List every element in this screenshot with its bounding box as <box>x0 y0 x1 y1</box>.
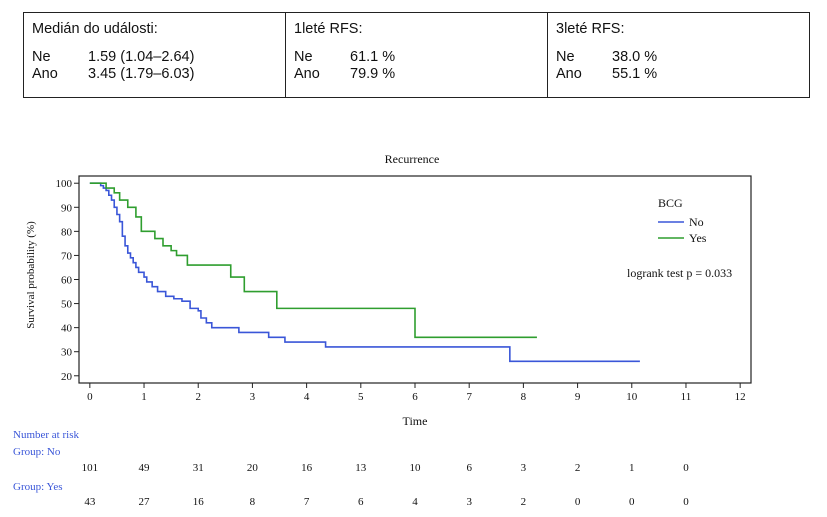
risk-count-yes-1: 27 <box>139 496 151 508</box>
x-tick-label-6: 6 <box>412 391 418 403</box>
rfs-3yr-row-ano-label: Ano <box>556 66 582 82</box>
km-curve-no <box>89 182 640 363</box>
risk-count-yes-7: 3 <box>466 496 472 508</box>
risk-count-yes-3: 8 <box>250 496 256 508</box>
median-title: Medián do události: <box>32 21 158 37</box>
y-axis-label: Survival probability (%) <box>25 221 37 329</box>
risk-count-yes-4: 7 <box>304 496 310 508</box>
risk-count-no-8: 3 <box>521 462 527 474</box>
x-tick-label-9: 9 <box>575 391 581 403</box>
rfs-1yr-row-ne-value: 61.1 % <box>350 49 396 65</box>
y-tick-label-30: 30 <box>61 347 73 359</box>
risk-count-no-0: 101 <box>82 462 99 474</box>
risk-count-no-7: 6 <box>466 462 472 474</box>
x-tick-label-11: 11 <box>681 391 692 403</box>
rfs-3yr-row-ano-value: 55.1 % <box>612 66 658 82</box>
chart-curves <box>89 182 640 363</box>
rfs-1yr-row-ano: Ano 79.9 % <box>294 66 539 83</box>
rfs-3yr-cell: 3leté RFS: Ne 38.0 % Ano 55.1 % <box>548 13 809 97</box>
rfs-1yr-row-ano-value: 79.9 % <box>350 66 396 82</box>
risk-group-yes-label: Group: Yes <box>13 481 63 493</box>
y-tick-label-90: 90 <box>61 202 73 214</box>
median-row-ne-value: 1.59 (1.04–2.64) <box>88 49 195 65</box>
y-tick-label-60: 60 <box>61 275 73 287</box>
median-row-ano-value: 3.45 (1.79–6.03) <box>88 66 195 82</box>
y-tick-label-20: 20 <box>61 371 73 383</box>
rfs-1yr-row-ne-label: Ne <box>294 49 313 65</box>
legend-label-yes: Yes <box>689 231 707 245</box>
legend-title: BCG <box>658 196 683 210</box>
median-row-ano-label: Ano <box>32 66 58 82</box>
risk-count-no-6: 10 <box>410 462 422 474</box>
x-tick-label-12: 12 <box>735 391 746 403</box>
x-tick-label-7: 7 <box>466 391 472 403</box>
rfs-3yr-title: 3leté RFS: <box>556 21 625 37</box>
rfs-1yr-title: 1leté RFS: <box>294 21 363 37</box>
risk-count-yes-5: 6 <box>358 496 364 508</box>
median-row-ano: Ano 3.45 (1.79–6.03) <box>32 66 277 83</box>
risk-count-yes-8: 2 <box>521 496 527 508</box>
x-tick-label-1: 1 <box>141 391 147 403</box>
risk-count-no-2: 31 <box>193 462 204 474</box>
risk-count-no-3: 20 <box>247 462 259 474</box>
logrank-annotation: logrank test p = 0.033 <box>627 266 732 280</box>
y-tick-label-80: 80 <box>61 226 73 238</box>
rfs-1yr-row-ne: Ne 61.1 % <box>294 49 539 66</box>
x-axis-label: Time <box>403 414 428 428</box>
median-row-ne-label: Ne <box>32 49 51 65</box>
risk-count-no-1: 49 <box>139 462 151 474</box>
x-tick-label-3: 3 <box>250 391 256 403</box>
risk-group-no-label: Group: No <box>13 446 61 458</box>
summary-stats-table: Medián do události: Ne 1.59 (1.04–2.64) A… <box>23 12 810 98</box>
risk-count-yes-6: 4 <box>412 496 418 508</box>
risk-count-yes-10: 0 <box>629 496 635 508</box>
x-tick-label-8: 8 <box>521 391 527 403</box>
rfs-1yr-row-ano-label: Ano <box>294 66 320 82</box>
legend-label-no: No <box>689 215 704 229</box>
rfs-3yr-row-ne-value: 38.0 % <box>612 49 658 65</box>
median-cell: Medián do události: Ne 1.59 (1.04–2.64) A… <box>24 13 286 97</box>
risk-count-yes-2: 16 <box>193 496 205 508</box>
rfs-1yr-cell: 1leté RFS: Ne 61.1 % Ano 79.9 % <box>286 13 548 97</box>
y-tick-label-70: 70 <box>61 250 73 262</box>
rfs-3yr-row-ne-label: Ne <box>556 49 575 65</box>
risk-count-yes-0: 43 <box>84 496 96 508</box>
risk-table-header: Number at risk <box>13 429 79 441</box>
risk-table: Number at risk Group: No Group: Yes 101 4… <box>13 429 689 508</box>
rfs-3yr-row-ne: Ne 38.0 % <box>556 49 801 66</box>
rfs-3yr-row-ano: Ano 55.1 % <box>556 66 801 83</box>
risk-count-no-10: 1 <box>629 462 635 474</box>
x-tick-label-10: 10 <box>626 391 638 403</box>
x-tick-label-0: 0 <box>87 391 93 403</box>
risk-count-no-9: 2 <box>575 462 581 474</box>
x-tick-label-4: 4 <box>304 391 310 403</box>
risk-count-no-4: 16 <box>301 462 313 474</box>
risk-count-no-5: 13 <box>355 462 367 474</box>
risk-count-no-11: 0 <box>683 462 689 474</box>
median-row-ne: Ne 1.59 (1.04–2.64) <box>32 49 277 66</box>
x-tick-label-2: 2 <box>195 391 201 403</box>
x-tick-label-5: 5 <box>358 391 364 403</box>
chart-title: Recurrence <box>385 152 440 166</box>
risk-count-yes-11: 0 <box>683 496 689 508</box>
y-tick-label-40: 40 <box>61 323 73 335</box>
risk-count-yes-9: 0 <box>575 496 581 508</box>
y-tick-label-50: 50 <box>61 299 73 311</box>
chart-labels: Recurrence Time Survival probability (%)… <box>25 152 732 428</box>
y-tick-label-100: 100 <box>56 178 73 190</box>
km-curve-yes <box>89 182 537 339</box>
